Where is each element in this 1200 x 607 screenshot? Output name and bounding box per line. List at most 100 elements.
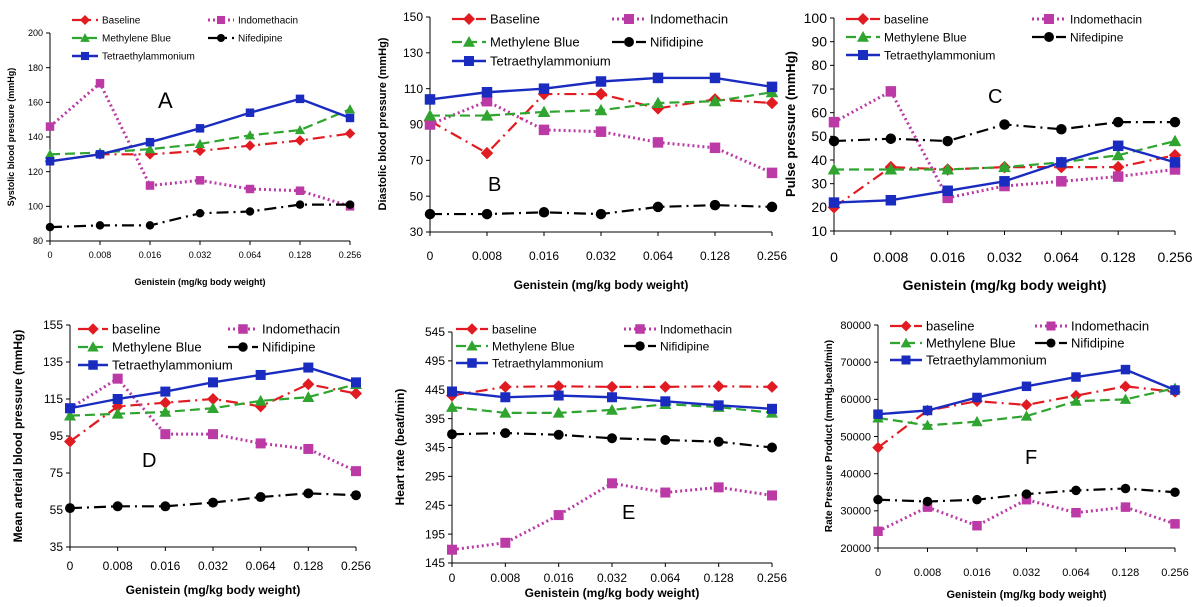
data-point xyxy=(553,510,564,521)
x-tick-label: 0.128 xyxy=(293,559,323,573)
y-tick-label: 95 xyxy=(50,429,64,443)
y-axis-label: Diastolic blood pressure (mmHg) xyxy=(377,37,389,210)
legend-item: Baseline xyxy=(72,14,141,27)
data-point xyxy=(294,135,306,146)
data-point xyxy=(767,442,777,453)
y-tick-label: 545 xyxy=(425,325,445,339)
data-point xyxy=(481,95,493,107)
legend-label: Nifidipine xyxy=(262,340,315,355)
data-point xyxy=(208,497,218,508)
y-axis-label: Rate Pressure Product (mmHg.beat/min) xyxy=(824,340,835,532)
panel-letter: B xyxy=(488,174,501,196)
x-tick-label: 0.256 xyxy=(339,250,362,260)
y-tick-label: 60 xyxy=(811,105,827,121)
series-indomethacin xyxy=(447,478,777,555)
legend-marker xyxy=(1046,321,1056,331)
legend-item: Tetraethylammonium xyxy=(72,52,195,63)
legend-marker xyxy=(901,355,911,365)
legend: baseline Indomethacin Methylene Blue Nifedi… xyxy=(846,12,1142,62)
legend-label: Baseline xyxy=(490,12,540,27)
x-axis-label: Genistein (mg/kg body weight) xyxy=(903,277,1107,293)
data-point xyxy=(766,201,778,213)
data-point xyxy=(766,167,778,179)
data-point xyxy=(999,176,1010,187)
data-point xyxy=(553,390,564,401)
y-tick-label: 40 xyxy=(811,152,827,168)
data-point xyxy=(1169,164,1181,175)
legend-item: Indomethacin xyxy=(1032,12,1142,26)
x-tick-label: 0.032 xyxy=(597,571,627,585)
x-axis-label: Genistein (mg/kg body weight) xyxy=(525,586,700,600)
legend-label: Methylene Blue xyxy=(926,336,1016,351)
data-point xyxy=(1120,502,1131,512)
data-point xyxy=(500,537,511,548)
y-tick-label: 195 xyxy=(425,527,445,541)
series-tetraethylammonium xyxy=(45,94,355,166)
panel-letter: E xyxy=(622,502,635,524)
legend-label: baseline xyxy=(112,322,160,337)
data-point xyxy=(1170,487,1180,497)
data-point xyxy=(885,194,897,206)
legend-label: Indomethacin xyxy=(650,12,728,27)
data-point xyxy=(1112,116,1124,128)
x-tick-label: 0.032 xyxy=(586,249,616,263)
legend-label: Methylene Blue xyxy=(492,339,575,353)
y-tick-label: 100 xyxy=(804,10,828,26)
y-axis-label: Mean arterial blood pressure (mmHg) xyxy=(11,330,25,543)
y-tick-label: 345 xyxy=(425,441,445,455)
x-tick-label: 0.064 xyxy=(246,559,276,573)
data-point xyxy=(350,387,362,400)
data-point xyxy=(295,200,305,209)
y-tick-label: 75 xyxy=(50,466,64,480)
data-point xyxy=(942,135,953,147)
data-point xyxy=(302,391,315,402)
data-point xyxy=(245,108,255,117)
data-point xyxy=(194,145,206,157)
y-tick-label: 115 xyxy=(44,392,63,406)
data-point xyxy=(111,407,124,419)
x-tick-label: 0.016 xyxy=(963,567,991,579)
data-point xyxy=(873,526,883,537)
data-point xyxy=(652,201,664,213)
legend-marker xyxy=(900,320,912,332)
series-tetraethylammonium xyxy=(424,72,778,105)
data-point xyxy=(1071,372,1081,382)
data-point xyxy=(447,386,457,397)
data-point xyxy=(765,96,779,110)
data-point xyxy=(606,380,618,393)
data-point xyxy=(999,119,1010,130)
y-tick-label: 130 xyxy=(403,46,423,60)
data-point xyxy=(64,435,76,448)
legend-label: Tetraethylammonium xyxy=(112,358,233,373)
legend-marker xyxy=(79,14,91,26)
series-tetraethylammonium xyxy=(828,140,1181,208)
data-point xyxy=(1169,116,1181,128)
data-point xyxy=(480,146,494,160)
x-tick-label: 0.256 xyxy=(341,559,371,573)
legend-label: baseline xyxy=(492,322,537,336)
x-tick-label: 0 xyxy=(67,559,74,573)
x-tick-label: 0.032 xyxy=(1013,567,1041,579)
panel-letter: C xyxy=(988,86,1002,108)
data-point xyxy=(1120,364,1131,375)
series-nifedipine xyxy=(828,116,1181,147)
data-point xyxy=(713,400,724,411)
x-axis-label: Genistein (mg/kg body weight) xyxy=(946,589,1106,601)
series-tetraethylammonium xyxy=(65,362,361,414)
legend-marker xyxy=(463,36,475,47)
legend-label: Nifidipine xyxy=(650,35,703,50)
legend-item: Methylene Blue xyxy=(72,33,171,45)
series-tetraethylammonium xyxy=(447,386,777,414)
x-tick-label: 0.128 xyxy=(1112,567,1140,579)
legend-marker xyxy=(1046,338,1056,348)
x-tick-label: 0 xyxy=(830,249,838,265)
legend-marker xyxy=(80,51,90,61)
data-point xyxy=(1021,494,1032,505)
data-point xyxy=(873,494,883,505)
legend-item: Indomethacin xyxy=(612,12,728,27)
x-tick-label: 0.256 xyxy=(757,249,787,263)
data-point xyxy=(971,415,983,427)
data-point xyxy=(595,76,607,87)
legend-marker xyxy=(87,341,99,352)
